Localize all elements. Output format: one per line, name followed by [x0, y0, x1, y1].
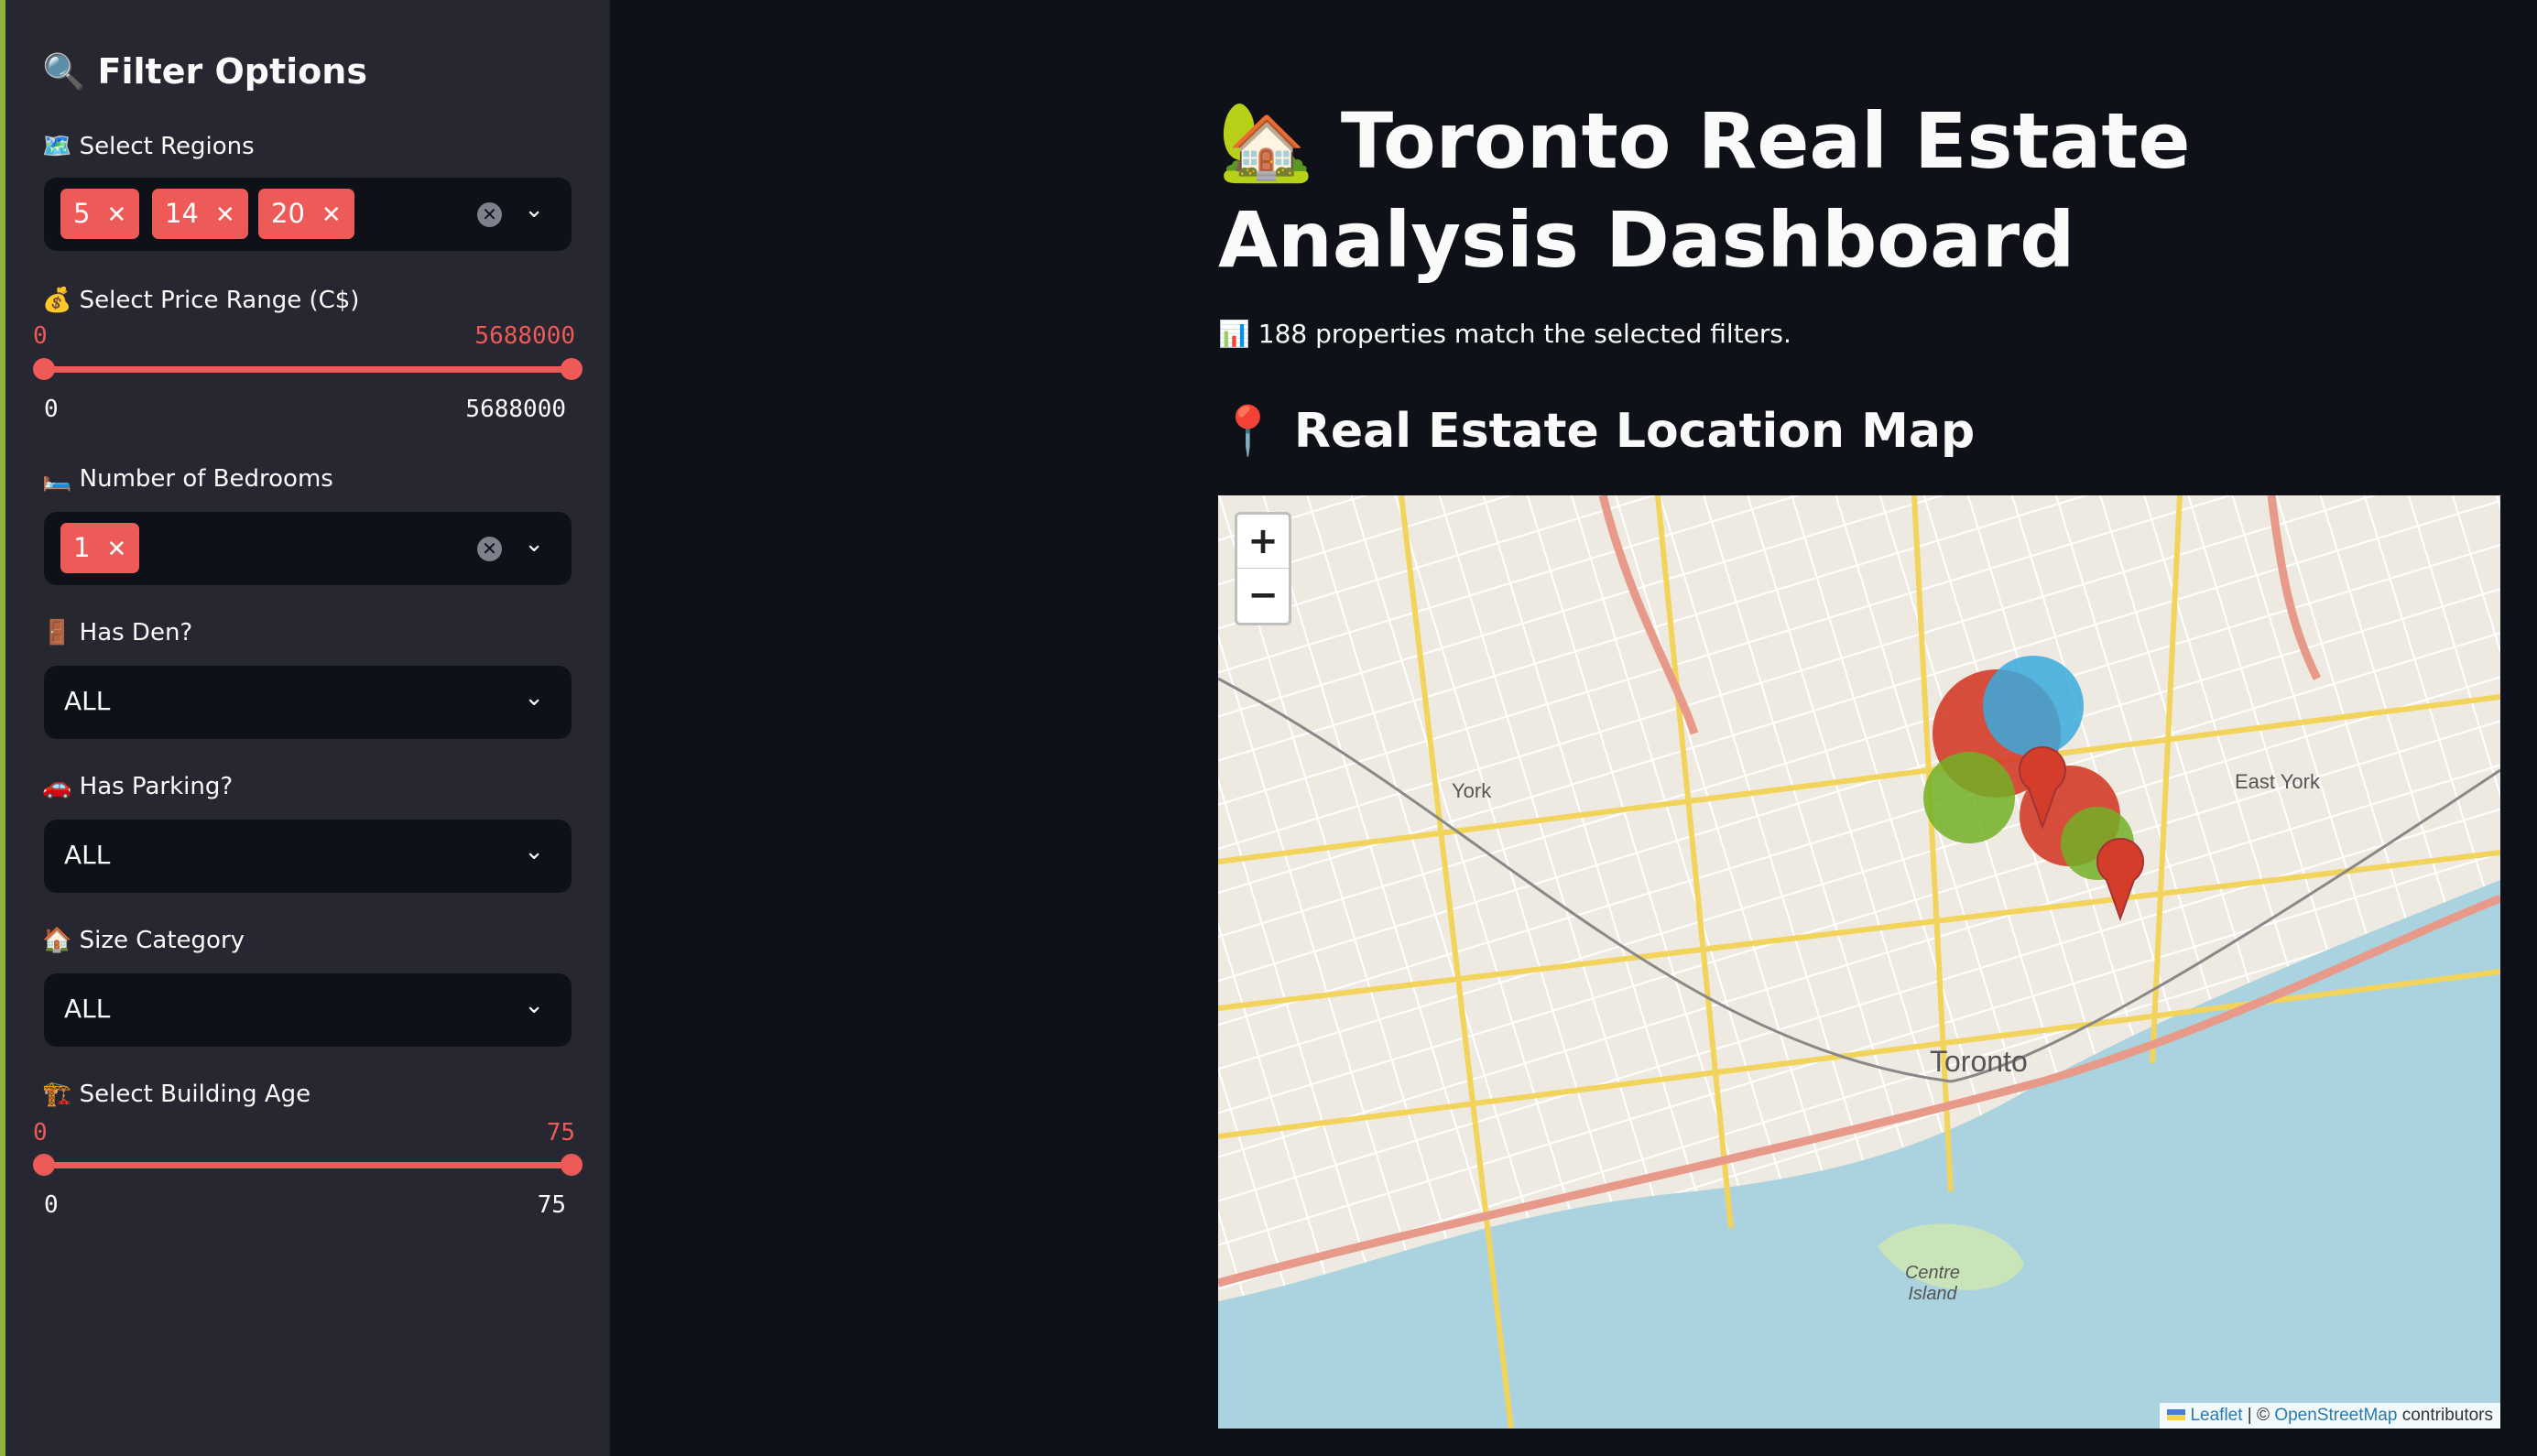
sidebar-title: 🔍 Filter Options — [42, 51, 367, 92]
map-label-centre-island: Centre Island — [1904, 1263, 1961, 1304]
age-slider[interactable] — [33, 1154, 583, 1176]
price-low-value: 0 — [33, 322, 48, 350]
price-slider[interactable] — [33, 358, 583, 380]
map-label-toronto: Toronto — [1930, 1045, 2028, 1078]
marker-cluster — [1923, 656, 2144, 921]
map-attribution: Leaflet | © OpenStreetMap contributors — [2160, 1403, 2500, 1429]
chevron-down-icon[interactable]: ⌄ — [524, 196, 544, 223]
chevron-down-icon[interactable]: ⌄ — [524, 530, 544, 558]
map-label-york: York — [1452, 779, 1492, 802]
slider-handle-low[interactable] — [33, 1154, 55, 1176]
zoom-out-button[interactable]: − — [1247, 574, 1279, 616]
region-tag[interactable]: 5 ✕ — [60, 189, 140, 239]
leaflet-link[interactable]: Leaflet — [2190, 1406, 2243, 1425]
remove-icon[interactable]: ✕ — [106, 536, 127, 563]
bedroom-tag[interactable]: 1 ✕ — [60, 523, 140, 573]
osm-link[interactable]: OpenStreetMap — [2274, 1406, 2398, 1425]
tag-label: 5 — [73, 198, 91, 229]
tag-label: 14 — [165, 198, 199, 229]
clear-icon[interactable]: ✕ — [477, 202, 502, 227]
den-select[interactable]: ALL ⌄ — [44, 666, 572, 739]
bedrooms-multiselect[interactable]: 1 ✕ ✕ ⌄ — [44, 512, 572, 585]
zoom-in-button[interactable]: + — [1237, 515, 1289, 569]
size-select[interactable]: ALL ⌄ — [44, 973, 572, 1047]
age-label: 🏗️ Select Building Age — [42, 1081, 311, 1108]
den-label: 🚪 Has Den? — [42, 619, 193, 647]
size-value: ALL — [64, 994, 111, 1024]
page-title: 🏡 Toronto Real Estate Analysis Dashboard — [1218, 96, 2191, 285]
attribution-text: contributors — [2397, 1406, 2493, 1425]
age-min: 0 — [44, 1191, 59, 1219]
parking-label: 🚗 Has Parking? — [42, 773, 234, 800]
den-value: ALL — [64, 686, 111, 716]
toronto-islands — [1878, 1223, 2024, 1290]
clear-icon[interactable]: ✕ — [477, 537, 502, 561]
results-count: 📊 188 properties match the selected filt… — [1218, 319, 1791, 349]
ukraine-flag-icon — [2167, 1409, 2186, 1420]
tag-label: 1 — [73, 532, 91, 563]
price-high-value: 5688000 — [474, 322, 575, 350]
regions-label: 🗺️ Select Regions — [42, 133, 255, 160]
remove-icon[interactable]: ✕ — [106, 201, 127, 229]
chevron-down-icon[interactable]: ⌄ — [524, 684, 544, 712]
sidebar: 🔍 Filter Options 🗺️ Select Regions 5 ✕ 14… — [0, 0, 610, 1456]
remove-icon[interactable]: ✕ — [321, 201, 342, 229]
size-label: 🏠 Size Category — [42, 927, 245, 954]
slider-handle-high[interactable] — [561, 358, 583, 380]
map-header: 📍 Real Estate Location Map — [1218, 404, 1976, 459]
parking-value: ALL — [64, 840, 111, 870]
tag-label: 20 — [271, 198, 305, 229]
chevron-down-icon[interactable]: ⌄ — [524, 838, 544, 865]
lake-ontario — [1218, 880, 2500, 1429]
regions-multiselect[interactable]: 5 ✕ 14 ✕ 20 ✕ ✕ ⌄ — [44, 178, 572, 251]
age-low-value: 0 — [33, 1119, 48, 1146]
chevron-down-icon[interactable]: ⌄ — [524, 992, 544, 1019]
price-label: 💰 Select Price Range (C$) — [42, 287, 360, 314]
bedrooms-label: 🛏️ Number of Bedrooms — [42, 465, 333, 493]
age-high-value: 75 — [546, 1119, 575, 1146]
remove-icon[interactable]: ✕ — [214, 201, 235, 229]
price-min: 0 — [44, 396, 59, 423]
map[interactable]: York East York Toronto Centre Island + −… — [1218, 495, 2500, 1429]
region-tag[interactable]: 14 ✕ — [152, 189, 248, 239]
age-max: 75 — [537, 1191, 566, 1219]
map-tiles — [1218, 495, 2500, 1429]
slider-handle-low[interactable] — [33, 358, 55, 380]
attribution-separator: | © — [2242, 1406, 2275, 1425]
zoom-control: + − — [1235, 512, 1291, 625]
slider-handle-high[interactable] — [561, 1154, 583, 1176]
parking-select[interactable]: ALL ⌄ — [44, 820, 572, 893]
map-label-east-york: East York — [2235, 770, 2320, 793]
region-tag[interactable]: 20 ✕ — [258, 189, 354, 239]
price-max: 5688000 — [465, 396, 566, 423]
